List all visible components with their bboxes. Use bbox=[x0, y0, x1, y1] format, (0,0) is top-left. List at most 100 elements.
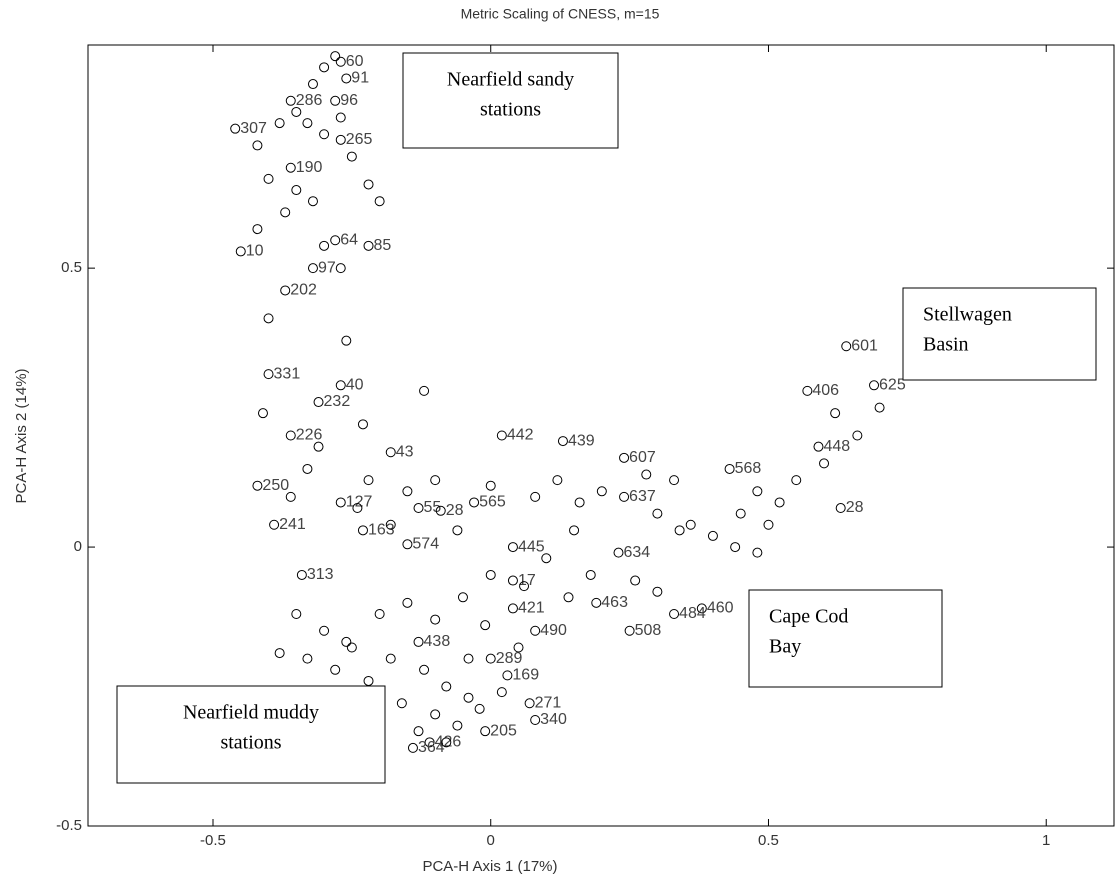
point bbox=[874, 402, 885, 413]
point bbox=[257, 408, 268, 419]
point bbox=[735, 508, 746, 519]
annotation-text: Bay bbox=[769, 636, 801, 658]
point bbox=[274, 118, 285, 129]
point-label: 442 bbox=[507, 427, 534, 444]
point bbox=[424, 737, 435, 748]
point bbox=[385, 653, 396, 664]
point bbox=[302, 653, 313, 664]
point-label: 289 bbox=[496, 650, 523, 667]
point bbox=[574, 497, 585, 508]
point bbox=[707, 530, 718, 541]
point bbox=[474, 703, 485, 714]
point bbox=[341, 636, 352, 647]
point bbox=[430, 614, 441, 625]
point bbox=[507, 603, 518, 614]
x-axis-label: PCA-H Axis 1 (17%) bbox=[422, 858, 557, 875]
point bbox=[335, 263, 346, 274]
point bbox=[619, 491, 630, 502]
point bbox=[335, 380, 346, 391]
point-label: 364 bbox=[418, 739, 445, 756]
point-label: 60 bbox=[346, 53, 364, 70]
point-label: 17 bbox=[518, 572, 536, 589]
x-tick-label: 0.5 bbox=[758, 832, 779, 849]
point-label: 438 bbox=[424, 633, 451, 650]
point-label: 426 bbox=[435, 734, 462, 751]
point bbox=[524, 698, 535, 709]
point bbox=[530, 715, 541, 726]
point bbox=[507, 542, 518, 553]
plot-frame bbox=[87, 44, 1115, 827]
point bbox=[346, 642, 357, 653]
point bbox=[819, 458, 830, 469]
point bbox=[530, 491, 541, 502]
point bbox=[280, 207, 291, 218]
point-label: 55 bbox=[424, 499, 442, 516]
point bbox=[313, 441, 324, 452]
point bbox=[480, 726, 491, 737]
point bbox=[335, 112, 346, 123]
point bbox=[613, 547, 624, 558]
point-label: 574 bbox=[412, 536, 439, 553]
point bbox=[402, 539, 413, 550]
point-label: 406 bbox=[812, 382, 839, 399]
point-label: 460 bbox=[707, 600, 734, 617]
point bbox=[813, 441, 824, 452]
x-tick-label: 1 bbox=[1042, 832, 1050, 849]
point bbox=[485, 569, 496, 580]
point-label: 607 bbox=[629, 449, 656, 466]
point bbox=[319, 625, 330, 636]
point bbox=[374, 609, 385, 620]
point bbox=[307, 79, 318, 90]
point bbox=[252, 224, 263, 235]
point bbox=[480, 620, 491, 631]
point bbox=[357, 419, 368, 430]
point bbox=[774, 497, 785, 508]
point bbox=[469, 497, 480, 508]
point bbox=[230, 123, 241, 134]
point bbox=[669, 609, 680, 620]
point bbox=[313, 397, 324, 408]
point bbox=[263, 369, 274, 380]
point bbox=[413, 726, 424, 737]
x-tick-label: -0.5 bbox=[200, 832, 226, 849]
point-label: 508 bbox=[635, 622, 662, 639]
point-label: 634 bbox=[623, 544, 650, 561]
annotation-text: Stellwagen bbox=[923, 304, 1012, 326]
point-label: 340 bbox=[540, 711, 567, 728]
point bbox=[407, 742, 418, 753]
point bbox=[335, 134, 346, 145]
point bbox=[419, 664, 430, 675]
point-label: 226 bbox=[296, 427, 323, 444]
point bbox=[519, 581, 530, 592]
annotation-box bbox=[116, 685, 386, 784]
point bbox=[585, 569, 596, 580]
point-label: 463 bbox=[601, 594, 628, 611]
point bbox=[496, 687, 507, 698]
point-label: 91 bbox=[351, 70, 369, 87]
point bbox=[685, 519, 696, 530]
point bbox=[835, 503, 846, 514]
point bbox=[669, 475, 680, 486]
point bbox=[730, 542, 741, 553]
point bbox=[752, 547, 763, 558]
point bbox=[791, 475, 802, 486]
point bbox=[363, 475, 374, 486]
point bbox=[319, 129, 330, 140]
point-label: 490 bbox=[540, 622, 567, 639]
point bbox=[357, 525, 368, 536]
point-label: 568 bbox=[735, 460, 762, 477]
point bbox=[513, 642, 524, 653]
point bbox=[802, 385, 813, 396]
point bbox=[496, 430, 507, 441]
point-label: 43 bbox=[396, 443, 414, 460]
point bbox=[302, 463, 313, 474]
point bbox=[569, 525, 580, 536]
point bbox=[463, 653, 474, 664]
point bbox=[374, 196, 385, 207]
point bbox=[652, 586, 663, 597]
point bbox=[413, 636, 424, 647]
point bbox=[330, 95, 341, 106]
point bbox=[502, 670, 513, 681]
annotation-box bbox=[748, 589, 943, 688]
